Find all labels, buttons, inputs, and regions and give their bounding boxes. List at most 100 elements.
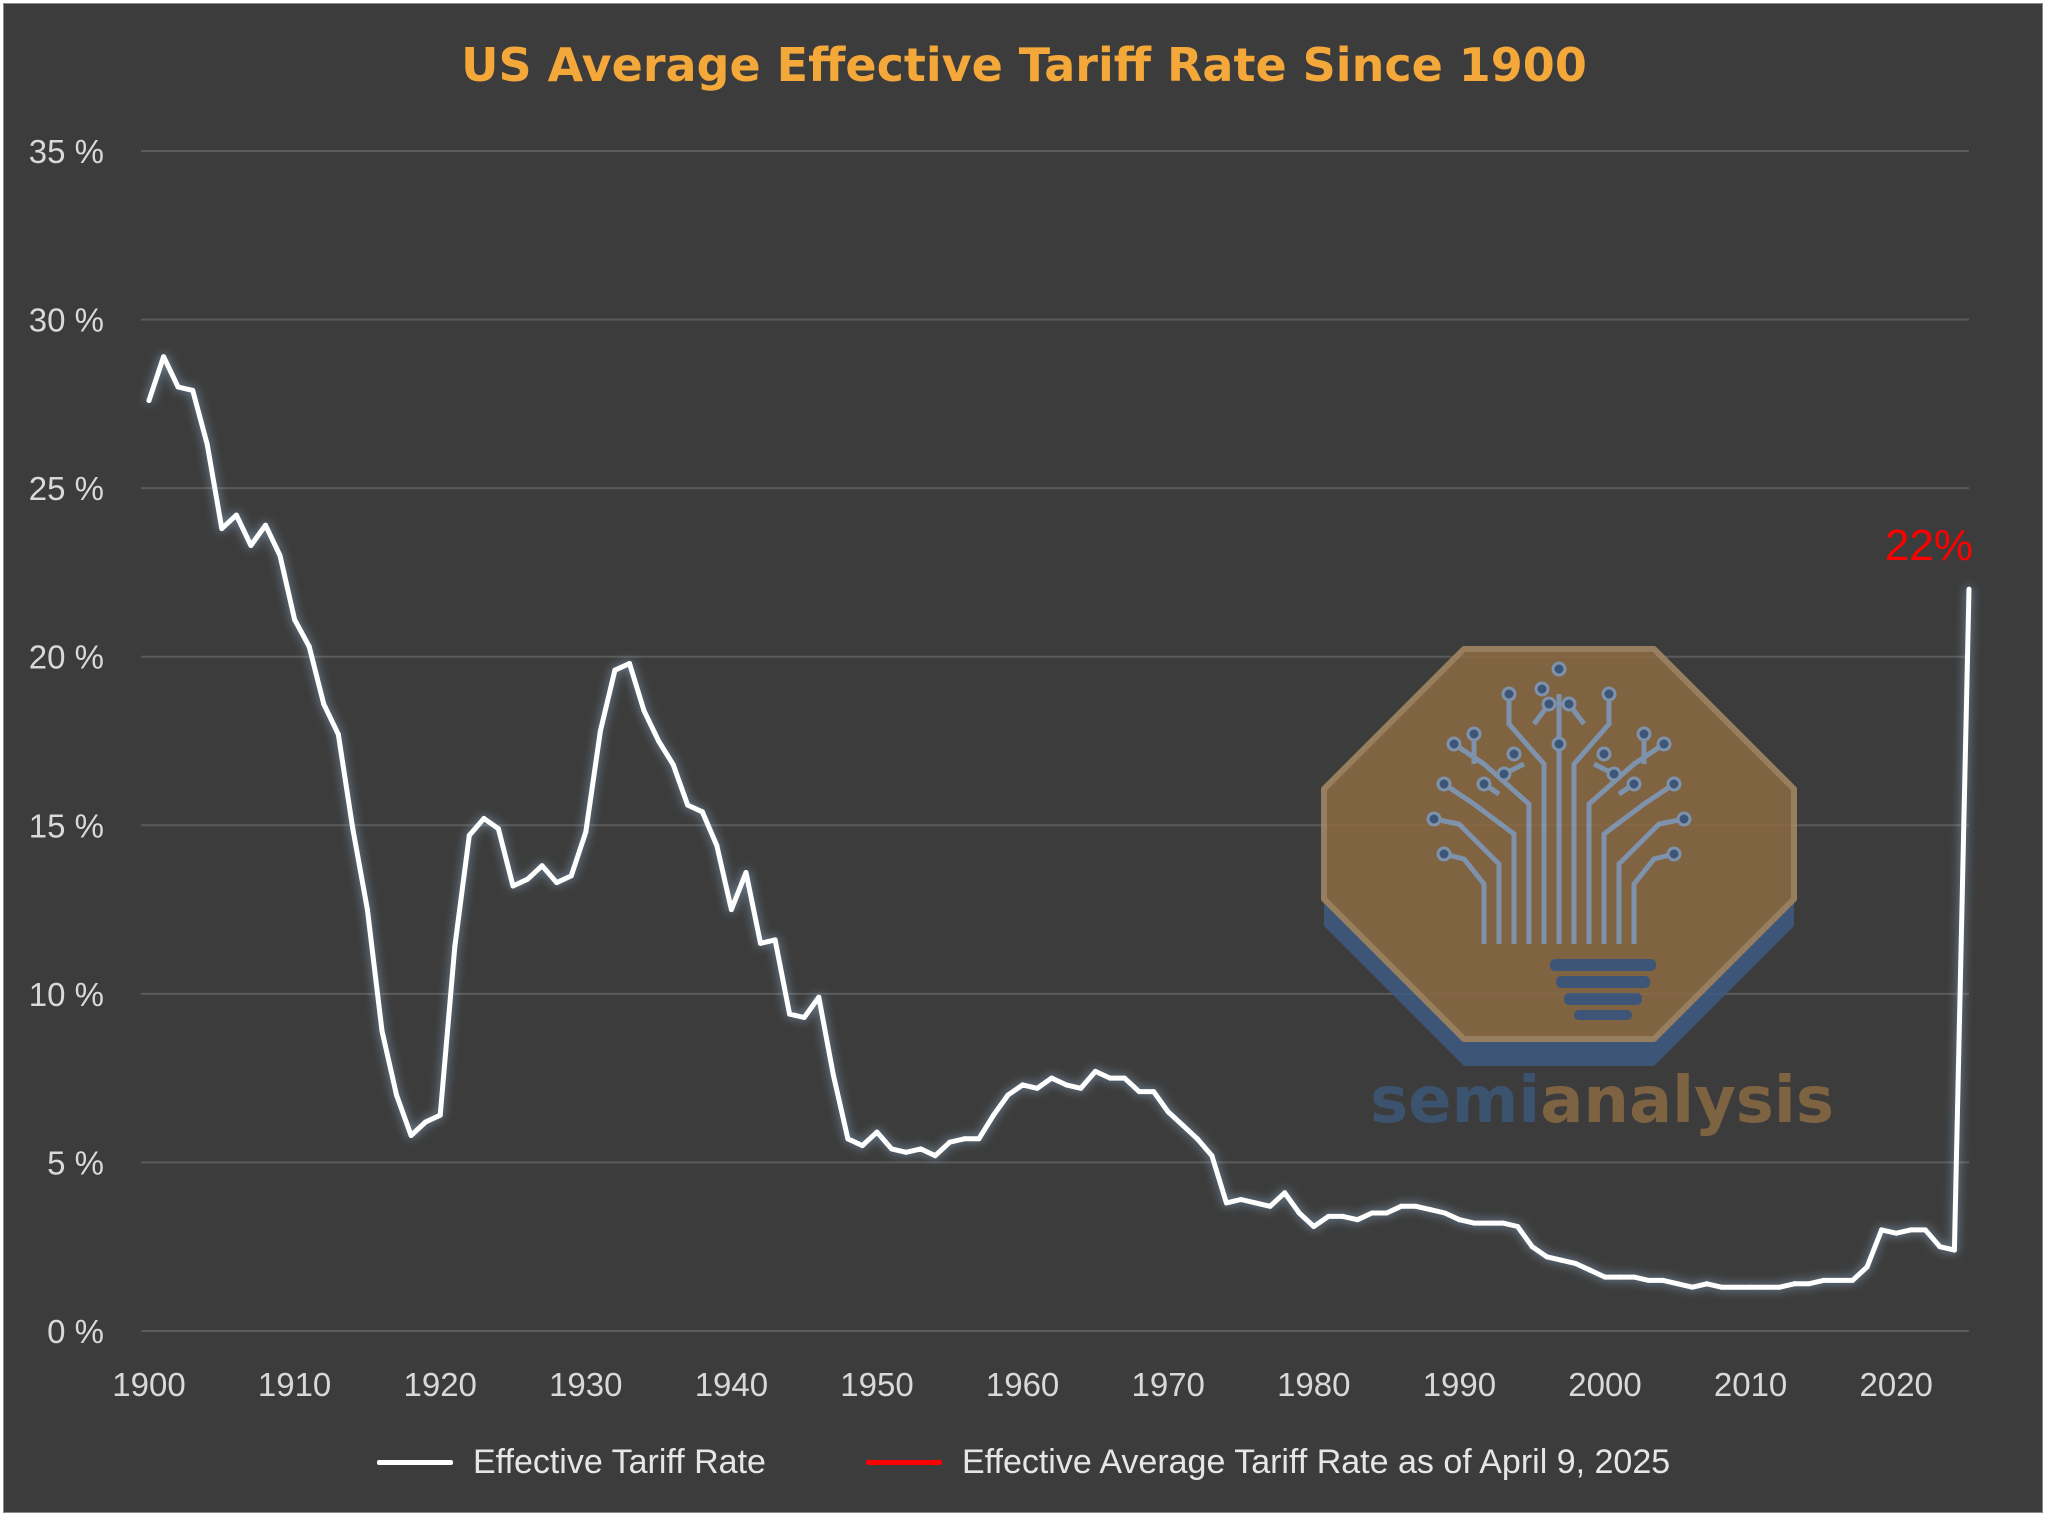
data-point [1719,1284,1724,1290]
data-point [641,708,647,714]
circuit-nodes [1426,661,1692,862]
data-point [1180,1122,1186,1128]
legend-swatch-red [866,1459,942,1465]
data-point [670,762,676,768]
data-point [1486,1220,1491,1226]
x-tick-label: 1930 [549,1366,622,1403]
logo-wordmark: semianalysis [1370,1064,1834,1138]
data-point [1325,1213,1331,1219]
data-point [1384,1210,1390,1216]
data-point [1573,1261,1579,1267]
data-point [1165,1109,1171,1115]
data-point [306,644,312,650]
data-point [1951,1247,1957,1253]
x-tick-label: 2000 [1568,1366,1641,1403]
data-point [292,617,298,623]
x-tick-label: 1940 [695,1366,768,1403]
data-point [335,731,341,737]
data-point [1340,1213,1346,1219]
data-point [321,701,327,707]
data-point [816,994,822,1000]
data-point [961,1136,967,1142]
data-point [787,1011,793,1017]
x-tick-label: 1950 [840,1366,913,1403]
data-point [204,441,210,447]
data-point [1223,1200,1229,1206]
data-point [1602,1274,1608,1280]
data-point [1617,1274,1623,1280]
data-point [466,832,472,838]
data-point [612,667,618,673]
plot-area: 0 %5 %10 %15 %20 %25 %30 %35 % 1900 1910 1… [29,133,1973,1403]
data-point [1049,1075,1055,1081]
data-point [1820,1277,1826,1283]
x-tick-label: 1970 [1131,1366,1204,1403]
legend-swatch-white [377,1459,453,1465]
semianalysis-logo: semianalysis [1321,646,1834,1138]
chart-title: US Average Effective Tariff Rate Since 1… [461,38,1587,92]
data-point [1020,1082,1026,1088]
data-point [1194,1136,1200,1142]
x-tick-label: 1960 [986,1366,1059,1403]
data-point [1253,1200,1259,1206]
legend-item-april-2025-rate: Effective Average Tariff Rate as of Apri… [866,1442,1670,1482]
data-point [364,907,370,913]
data-point [452,944,458,950]
data-point [1456,1217,1462,1223]
data-point [277,553,283,559]
data-point [350,826,356,832]
data-point [190,387,196,393]
data-point [1442,1210,1448,1216]
y-axis-tick-labels: 0 % 5 % 10 % 15 % 20 % 25 % 30 % 35 % [29,133,104,1350]
data-point [1529,1244,1535,1250]
x-tick-label: 2020 [1859,1366,1932,1403]
y-tick-label: 30 % [29,302,104,339]
chart-frame: US Average Effective Tariff Rate Since 1… [3,3,2043,1513]
data-point [437,1112,443,1118]
data-point [1850,1277,1855,1283]
data-point [1806,1281,1812,1287]
data-point [1777,1284,1783,1290]
data-point [656,738,662,744]
x-tick-label: 2010 [1714,1366,1787,1403]
data-point [1515,1224,1521,1229]
data-point [1733,1284,1739,1290]
data-point [1413,1203,1419,1209]
data-point [554,880,560,886]
data-point [1471,1220,1477,1226]
data-point [874,1129,880,1135]
bulb-base-icon [1550,959,1656,1020]
data-point [539,863,545,869]
data-point [1879,1227,1885,1233]
x-tick-label: 1990 [1423,1366,1496,1403]
data-point [1748,1284,1754,1290]
data-point [1908,1227,1914,1233]
data-point [1791,1281,1797,1287]
data-point [1369,1210,1375,1216]
data-point [423,1119,429,1125]
data-point [889,1146,895,1152]
data-point [379,1028,385,1034]
data-point [1864,1264,1870,1270]
legend-item-effective-tariff-rate: Effective Tariff Rate [377,1442,766,1482]
data-point [161,354,167,360]
data-point [408,1133,414,1138]
x-tick-label: 1920 [403,1366,476,1403]
data-point [1922,1227,1928,1233]
data-point [1500,1220,1506,1226]
data-point [495,826,501,832]
x-tick-label: 1900 [112,1366,185,1403]
data-point [1209,1153,1215,1159]
data-point [219,526,225,532]
data-point [1544,1254,1550,1260]
data-point [1005,1092,1011,1098]
x-tick-label: 1980 [1277,1366,1350,1403]
data-point [175,384,181,390]
data-point [248,543,254,548]
data-point [830,1072,836,1078]
data-point [976,1136,982,1142]
y-tick-label: 10 % [29,976,104,1013]
data-point [1078,1085,1084,1091]
legend-label-effective-tariff-rate: Effective Tariff Rate [473,1442,766,1481]
annotation-label: 22% [1885,521,1973,570]
